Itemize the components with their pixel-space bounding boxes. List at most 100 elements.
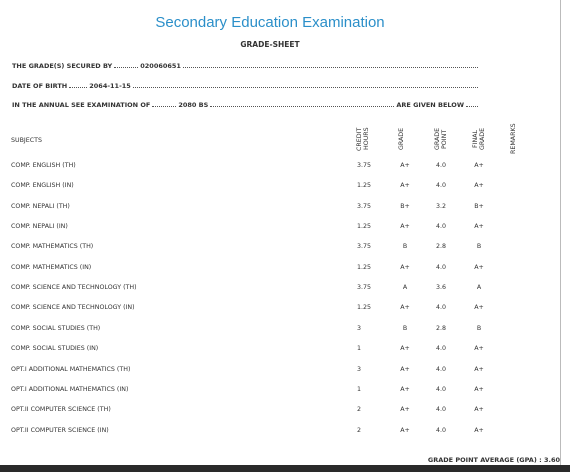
- cell-value: A+: [474, 223, 484, 231]
- cell-value: A+: [400, 162, 410, 169]
- table-row: COMP. SOCIAL STUDIES (IN) 1 A+ 4.0 A+: [0, 345, 560, 359]
- value: 2064-11-15: [89, 82, 131, 90]
- label: DATE OF BIRTH: [12, 82, 68, 90]
- cell-value: A+: [474, 263, 484, 271]
- cell-value: 4.0: [435, 304, 446, 312]
- column-header: SUBJECTS: [11, 137, 43, 144]
- cell-value: A+: [400, 385, 410, 393]
- column-header: REMARKS: [510, 123, 517, 155]
- subject: COMP. MATHEMATICS (IN): [11, 263, 92, 271]
- cell-value: 4.0: [435, 263, 446, 271]
- column-header: GRADE: [398, 127, 405, 151]
- cell-value: B+: [474, 202, 484, 210]
- cell-value: A: [402, 284, 408, 292]
- table-row: COMP. MATHEMATICS (IN) 1.25 A+ 4.0 A+: [0, 264, 560, 278]
- subject: COMP. MATHEMATICS (TH): [11, 243, 94, 251]
- table-row: COMP. NEPALI (TH) 3.75 B+ 3.2 B+: [0, 203, 560, 217]
- value: 020060651: [140, 62, 181, 70]
- dots: [182, 67, 478, 68]
- subject: COMP. SCIENCE AND TECHNOLOGY (TH): [11, 284, 137, 292]
- column-header: FINAL GRADE: [472, 127, 486, 151]
- subject: OPT.I ADDITIONAL MATHEMATICS (TH): [11, 365, 131, 373]
- dots: [114, 67, 139, 68]
- cell-value: A+: [400, 365, 410, 373]
- cell-value: 1.25: [357, 182, 372, 190]
- cell-value: 3.2: [435, 202, 446, 210]
- cell-value: B: [476, 243, 482, 251]
- cell-value: A+: [474, 162, 484, 169]
- cell-value: 4.0: [435, 345, 446, 353]
- table-row: COMP. SCIENCE AND TECHNOLOGY (TH) 3.75 A 3.…: [0, 284, 560, 298]
- bottom-bar: [0, 465, 570, 472]
- cell-value: A+: [474, 345, 484, 353]
- subject: COMP. NEPALI (IN): [11, 223, 68, 231]
- title: Secondary Education Examination: [155, 14, 385, 31]
- cell-value: A+: [400, 182, 410, 190]
- cell-value: B+: [400, 202, 410, 210]
- cell-value: 1.25: [357, 304, 372, 312]
- cell-value: 2: [357, 426, 362, 434]
- dots: [210, 106, 395, 107]
- cell-value: 4.0: [435, 385, 446, 393]
- cell-value: A+: [474, 365, 484, 373]
- table-row: COMP. SCIENCE AND TECHNOLOGY (IN) 1.25 A+ 4…: [0, 304, 560, 318]
- cell-value: A+: [474, 426, 484, 434]
- gpa: GRADE POINT AVERAGE (GPA) : 3.60: [428, 456, 560, 464]
- subject: COMP. SCIENCE AND TECHNOLOGY (IN): [11, 304, 135, 312]
- info-line: THE GRADE(S) SECURED BY 020060651: [12, 60, 480, 70]
- cell-value: 3.75: [357, 243, 372, 251]
- gpa-label: GRADE POINT AVERAGE (GPA) :: [427, 456, 542, 464]
- cell-value: B: [476, 324, 482, 332]
- column-header: GRADE POINT: [434, 127, 448, 151]
- subject: OPT.II COMPUTER SCIENCE (TH): [11, 406, 111, 414]
- cell-value: 1.25: [357, 223, 372, 231]
- column-header: CREDIT HOURS: [356, 127, 370, 151]
- cell-value: 1: [357, 345, 362, 353]
- dots: [152, 106, 177, 107]
- table-row: COMP. SOCIAL STUDIES (TH) 3 B 2.8 B: [0, 325, 560, 339]
- cell-value: B: [402, 243, 408, 251]
- subject: COMP. ENGLISH (TH): [11, 162, 76, 169]
- table-row: COMP. ENGLISH (TH) 3.75 A+ 4.0 A+: [0, 162, 560, 176]
- cell-value: 3.75: [357, 202, 372, 210]
- subject: OPT.II COMPUTER SCIENCE (IN): [11, 426, 109, 434]
- cell-value: 4.0: [435, 365, 446, 373]
- label: IN THE ANNUAL SEE EXAMINATION OF: [12, 101, 151, 109]
- subject: COMP. NEPALI (TH): [11, 202, 70, 210]
- cell-value: 4.0: [435, 223, 446, 231]
- subject: OPT.I ADDITIONAL MATHEMATICS (IN): [11, 385, 129, 393]
- subject: COMP. ENGLISH (IN): [11, 182, 74, 190]
- subtitle: GRADE-SHEET: [240, 40, 300, 49]
- cell-value: 2.8: [435, 324, 446, 332]
- table-row: OPT.II COMPUTER SCIENCE (IN) 2 A+ 4.0 A+: [0, 427, 560, 441]
- label: ARE GIVEN BELOW: [396, 101, 464, 109]
- cell-value: A+: [474, 385, 484, 393]
- cell-value: 3: [357, 365, 362, 373]
- table-row: COMP. ENGLISH (IN) 1.25 A+ 4.0 A+: [0, 182, 560, 196]
- cell-value: 3.75: [357, 284, 372, 292]
- cell-value: 2: [357, 406, 362, 414]
- cell-value: A+: [474, 182, 484, 190]
- cell-value: 3.6: [435, 284, 446, 292]
- cell-value: 4.0: [435, 162, 446, 169]
- table-row: OPT.I ADDITIONAL MATHEMATICS (IN) 1 A+ 4.0 A…: [0, 386, 560, 400]
- cell-value: A+: [400, 406, 410, 414]
- value: 2080 BS: [178, 101, 209, 109]
- cell-value: B: [402, 324, 408, 332]
- subject: COMP. SOCIAL STUDIES (IN): [11, 345, 99, 353]
- cell-value: 4.0: [435, 406, 446, 414]
- info-line: IN THE ANNUAL SEE EXAMINATION OF 2080 BS…: [12, 99, 480, 109]
- cell-value: A+: [474, 406, 484, 414]
- cell-value: A+: [474, 304, 484, 312]
- label: THE GRADE(S) SECURED BY: [12, 62, 113, 70]
- subject: COMP. SOCIAL STUDIES (TH): [11, 324, 101, 332]
- cell-value: 2.8: [435, 243, 446, 251]
- cell-value: A+: [400, 304, 410, 312]
- dots: [132, 87, 478, 88]
- dots: [69, 87, 88, 88]
- table-row: OPT.I ADDITIONAL MATHEMATICS (TH) 3 A+ 4.0 A…: [0, 366, 560, 380]
- cell-value: 1: [357, 385, 362, 393]
- cell-value: A+: [400, 263, 410, 271]
- cell-value: A+: [400, 345, 410, 353]
- cell-value: 1.25: [357, 263, 372, 271]
